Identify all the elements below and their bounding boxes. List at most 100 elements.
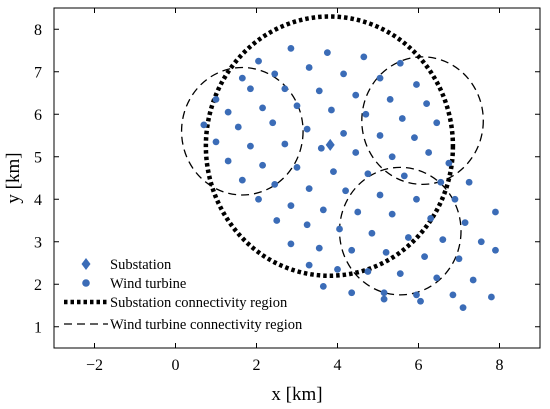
wind-turbine-point: [396, 270, 404, 278]
wind-turbine-point: [398, 115, 406, 122]
wind-turbine-point: [492, 246, 499, 254]
wind-turbine-point: [293, 163, 301, 171]
wind-turbine-point: [293, 102, 301, 110]
y-tick-label: 3: [34, 234, 42, 251]
wind-turbine-point: [421, 253, 428, 261]
y-tick-label: 4: [34, 192, 42, 209]
wind-turbine-point: [417, 297, 424, 305]
wind-turbine-point: [271, 70, 279, 78]
wind-turbine-point: [305, 64, 313, 71]
wind-turbine-point: [287, 44, 295, 52]
wind-turbine-point: [362, 110, 370, 118]
wind-turbine-point: [451, 195, 459, 203]
wind-turbine-point: [281, 140, 289, 148]
axis-ticks: −2 0 2 4 6 8 1 2 3 4 5 6 7 8: [34, 8, 540, 374]
wind-turbine-point: [413, 195, 420, 203]
wind-turbine-point: [238, 176, 246, 184]
wind-turbine-point: [364, 170, 372, 178]
wind-turbine-point: [354, 208, 362, 216]
wind-turbine-point: [315, 244, 323, 252]
wind-turbine-point: [386, 95, 394, 103]
wind-turbine-point: [330, 168, 337, 176]
wind-turbine-point: [388, 153, 396, 161]
wind-turbine-point: [469, 276, 477, 284]
y-axis-label: y [km]: [3, 152, 24, 203]
legend-turbine-marker: [82, 279, 90, 287]
wind-turbine-point: [303, 221, 311, 229]
wind-turbine-point: [488, 293, 495, 301]
wind-turbine-point: [259, 161, 266, 169]
wind-turbine-point: [413, 81, 420, 88]
y-tick-label: 5: [34, 149, 42, 166]
wind-turbine-point: [477, 238, 485, 246]
wind-turbine-point: [352, 149, 360, 156]
turbine-connectivity-region: [180, 66, 304, 196]
wind-turbine-point: [388, 210, 396, 218]
x-tick-label: 4: [334, 357, 342, 374]
wind-turbine-point: [273, 217, 281, 224]
wind-turbine-point: [439, 236, 447, 244]
x-axis-label: x [km]: [271, 384, 322, 405]
wind-turbine-point: [433, 274, 441, 282]
x-tick-label: 2: [253, 357, 261, 374]
wind-turbine-point: [411, 134, 418, 142]
wind-turbine-point: [281, 85, 289, 93]
wind-turbine-point: [427, 214, 435, 222]
wind-turbine-point: [323, 49, 331, 57]
wind-turbine-point: [352, 91, 360, 99]
wind-turbine-point: [336, 225, 343, 233]
wind-turbine-point: [287, 240, 295, 248]
wind-turbine-point: [348, 246, 356, 254]
wind-turbine-point: [334, 265, 341, 273]
legend-substation-marker: [81, 258, 91, 270]
wind-turbine-point: [461, 219, 469, 227]
wind-turbine-point: [376, 132, 384, 139]
legend: Substation Wind turbine Substation connect…: [64, 257, 303, 333]
wind-turbine-point: [465, 178, 473, 186]
wind-turbine-point: [423, 100, 430, 108]
wind-turbine-point: [380, 289, 388, 297]
wind-turbine-point: [459, 304, 467, 312]
x-tick-label: 0: [172, 357, 180, 374]
wind-turbine-point: [376, 74, 384, 82]
substation-connectivity-region: [203, 14, 456, 278]
wind-turbine-point: [238, 74, 246, 82]
wind-turbine-point: [247, 85, 254, 93]
wind-turbine-point: [364, 268, 372, 275]
wind-turbine-point: [200, 121, 208, 129]
wind-turbine-point: [404, 234, 412, 241]
wind-turbine-point: [305, 185, 313, 193]
wind-turbine-point: [400, 172, 408, 180]
wind-turbine-point: [340, 70, 347, 78]
wind-turbine-point: [368, 229, 376, 237]
turbine-connectivity-region: [361, 56, 484, 186]
wind-turbine-point: [212, 138, 220, 146]
wind-turbine-point: [255, 195, 262, 203]
wind-turbine-point: [319, 206, 327, 214]
wind-turbine-point: [382, 248, 390, 256]
plot-area: [54, 8, 540, 348]
wind-turbine-point: [433, 119, 441, 127]
wind-turbine-point: [303, 125, 311, 133]
x-tick-label: −2: [86, 357, 103, 374]
wind-turbine-point: [380, 295, 388, 303]
y-tick-label: 7: [34, 64, 42, 81]
legend-turbine-label: Wind turbine: [110, 276, 186, 292]
legend-substation-label: Substation: [110, 257, 172, 273]
x-tick-label: 8: [496, 357, 504, 374]
y-tick-label: 6: [34, 107, 42, 124]
plot-frame: [53, 7, 541, 349]
wind-turbine-point: [271, 180, 279, 188]
wind-turbine-markers: [200, 44, 499, 312]
wind-turbine-point: [342, 187, 349, 195]
wind-turbine-point: [255, 57, 262, 65]
wind-turbine-point: [396, 59, 404, 67]
wind-turbine-point: [492, 208, 499, 216]
legend-substation-region-label: Substation connectivity region: [110, 295, 288, 311]
wind-turbine-point: [425, 149, 433, 156]
wind-turbine-point: [376, 191, 384, 199]
wind-turbine-point: [445, 159, 453, 167]
wind-turbine-point: [317, 144, 325, 152]
y-tick-label: 2: [34, 277, 42, 294]
wind-turbine-point: [269, 119, 277, 127]
